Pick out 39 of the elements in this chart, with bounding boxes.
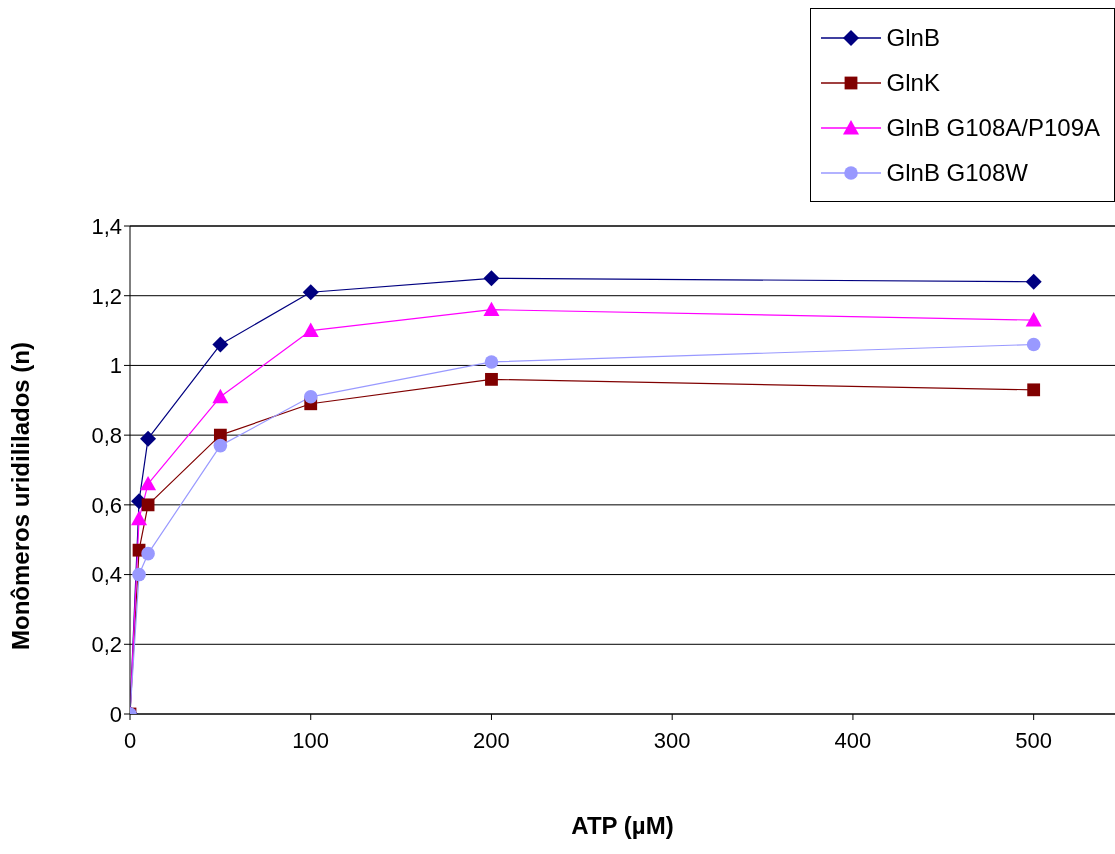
y-tick-label: 0,6 bbox=[91, 492, 122, 518]
x-tick-label: 300 bbox=[653, 727, 691, 753]
point bbox=[483, 301, 500, 317]
point bbox=[131, 510, 148, 526]
legend-label: GlnB bbox=[886, 23, 940, 52]
point bbox=[485, 372, 498, 386]
point bbox=[132, 567, 146, 582]
point bbox=[302, 322, 319, 337]
legend-label: GlnK bbox=[886, 68, 940, 97]
point bbox=[141, 498, 155, 512]
point bbox=[483, 270, 500, 287]
point bbox=[140, 475, 157, 491]
point bbox=[1025, 312, 1042, 327]
point bbox=[212, 388, 229, 404]
y-tick-label: 1,4 bbox=[91, 213, 122, 239]
point bbox=[1025, 273, 1042, 290]
y-tick-label: 0,2 bbox=[91, 632, 122, 658]
point bbox=[302, 284, 319, 301]
y-tick-label: 1,2 bbox=[91, 283, 122, 309]
legend-label: GlnB G108W bbox=[886, 158, 1028, 187]
point bbox=[213, 438, 228, 453]
legend-label: GlnB G108A/P109A bbox=[886, 113, 1100, 142]
x-tick-label: 200 bbox=[473, 727, 510, 753]
point bbox=[140, 430, 157, 447]
y-axis-title: Monômeros uridililados (n) bbox=[6, 341, 34, 650]
x-tick-label: 100 bbox=[292, 727, 330, 753]
y-tick-label: 0,8 bbox=[91, 422, 122, 448]
point bbox=[303, 390, 318, 404]
x-axis-title: ATP (µM) bbox=[571, 812, 674, 839]
x-tick-label: 500 bbox=[1015, 727, 1053, 753]
y-tick-label: 1 bbox=[109, 353, 122, 379]
x-tick-label: 400 bbox=[834, 727, 872, 753]
point bbox=[212, 336, 229, 353]
y-tick-label: 0 bbox=[109, 701, 122, 727]
point bbox=[484, 355, 499, 369]
point bbox=[141, 546, 155, 561]
point bbox=[1026, 337, 1041, 352]
y-tick-label: 0,4 bbox=[91, 562, 122, 588]
point bbox=[1027, 383, 1041, 397]
